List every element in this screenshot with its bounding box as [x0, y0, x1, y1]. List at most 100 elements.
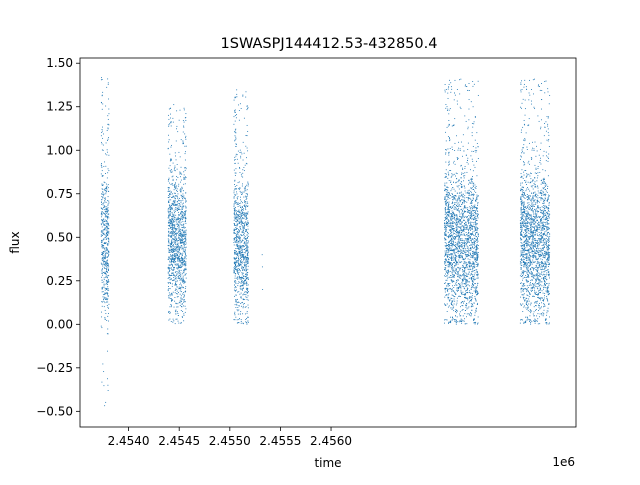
data-point — [173, 202, 175, 204]
data-point — [238, 309, 240, 311]
data-point — [168, 235, 170, 237]
data-point — [449, 108, 451, 110]
data-point — [475, 286, 477, 288]
data-point — [245, 206, 247, 208]
data-point — [459, 226, 461, 228]
data-point — [464, 253, 466, 255]
data-point — [235, 300, 237, 302]
data-point — [175, 282, 177, 284]
data-point — [239, 253, 241, 255]
data-point — [168, 319, 170, 321]
data-point — [476, 248, 477, 250]
data-point — [472, 81, 474, 82]
data-point — [178, 218, 180, 220]
data-point — [464, 248, 466, 250]
data-point — [470, 211, 472, 213]
data-point — [183, 270, 185, 271]
data-point — [234, 172, 236, 174]
data-point — [463, 200, 465, 202]
data-point — [185, 286, 187, 288]
data-point — [102, 196, 104, 198]
data-point — [444, 199, 446, 200]
data-point — [234, 275, 236, 277]
data-point — [182, 193, 184, 195]
data-point — [463, 180, 465, 182]
data-point — [464, 201, 466, 202]
data-point — [171, 280, 173, 282]
data-point — [177, 260, 179, 262]
data-point — [460, 165, 462, 167]
data-point — [171, 228, 173, 230]
data-point — [474, 243, 476, 244]
data-point — [475, 258, 477, 260]
data-point — [475, 258, 477, 260]
data-point — [450, 234, 452, 236]
data-point — [463, 294, 465, 296]
data-point — [173, 274, 175, 276]
data-point — [182, 240, 183, 241]
data-point — [476, 160, 477, 162]
data-point — [448, 109, 450, 111]
data-point — [467, 255, 469, 257]
data-point — [448, 235, 450, 237]
data-point — [176, 273, 178, 275]
data-point — [245, 238, 247, 239]
data-point — [466, 247, 468, 249]
data-point — [170, 278, 172, 280]
data-point — [245, 162, 247, 164]
data-point — [452, 215, 454, 217]
data-point — [468, 241, 470, 243]
data-point — [182, 131, 184, 133]
data-point — [458, 287, 460, 288]
data-point — [234, 261, 235, 263]
data-point — [235, 316, 237, 318]
data-point — [177, 230, 179, 232]
data-point — [473, 243, 475, 245]
data-point — [247, 222, 249, 224]
data-point — [237, 188, 239, 190]
data-point — [235, 200, 237, 202]
data-point — [461, 216, 463, 218]
data-point — [470, 256, 472, 258]
data-point — [168, 118, 170, 120]
data-point — [185, 220, 186, 222]
data-point — [103, 306, 105, 308]
data-point — [101, 226, 103, 228]
data-point — [472, 193, 474, 195]
data-point — [452, 194, 453, 196]
data-point — [471, 132, 473, 134]
data-point — [461, 309, 463, 311]
data-point — [178, 301, 180, 303]
data-point — [180, 190, 181, 192]
data-point — [173, 249, 174, 251]
data-point — [176, 125, 178, 127]
data-point — [454, 150, 456, 151]
data-point — [465, 279, 467, 281]
data-point — [180, 211, 182, 213]
data-point — [169, 208, 171, 210]
data-point — [171, 208, 173, 210]
data-point — [237, 260, 239, 262]
data-point — [466, 227, 468, 229]
data-point — [174, 247, 176, 249]
data-point — [471, 221, 473, 223]
data-point — [233, 99, 235, 101]
data-point — [172, 231, 174, 233]
data-point — [173, 253, 175, 255]
data-point — [243, 228, 245, 230]
data-point — [463, 250, 465, 252]
data-point — [168, 215, 170, 217]
data-point — [470, 300, 472, 302]
data-point — [184, 217, 186, 219]
data-point — [460, 315, 462, 317]
data-point — [458, 179, 460, 181]
data-point — [107, 118, 109, 120]
data-point — [460, 186, 462, 188]
data-point — [242, 213, 244, 214]
data-point — [183, 241, 185, 243]
data-point — [237, 273, 239, 275]
data-point — [168, 134, 169, 136]
data-point — [172, 178, 174, 180]
data-point — [170, 159, 171, 161]
data-point — [461, 301, 462, 303]
